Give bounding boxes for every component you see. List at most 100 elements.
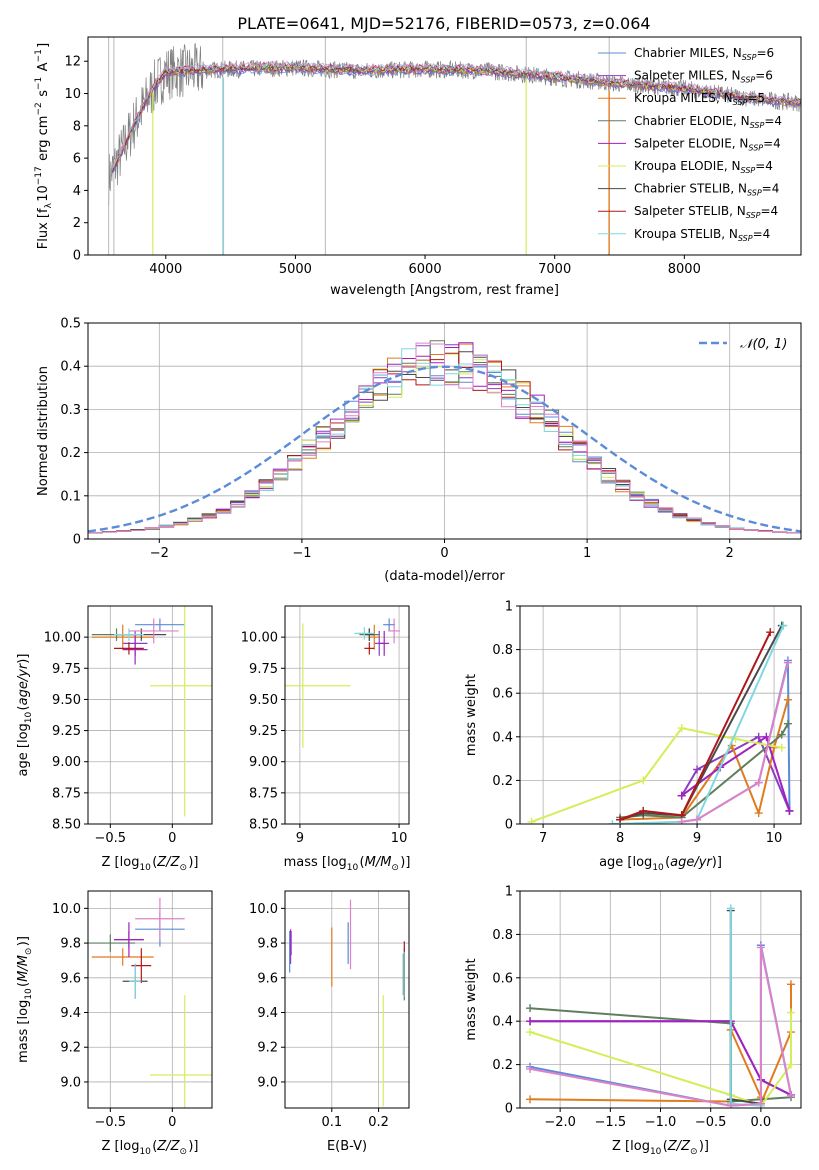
legend-label: Kroupa MILES, NSSP=5 bbox=[634, 91, 765, 107]
y-tick-label: 9.4 bbox=[257, 1006, 278, 1021]
x-tick-label: −1.0 bbox=[645, 1115, 677, 1130]
data-point bbox=[150, 995, 212, 1108]
legend-label: Kroupa STELIB, NSSP=4 bbox=[634, 227, 770, 243]
y-tick-label: 9.00 bbox=[249, 755, 278, 770]
y-tick-label: 8.50 bbox=[52, 818, 81, 833]
x-tick-label: −1 bbox=[292, 546, 311, 561]
y-tick-label: 0 bbox=[73, 533, 81, 548]
y-tick-label: 0 bbox=[505, 818, 513, 833]
x-tick-label: −0.5 bbox=[95, 831, 127, 846]
weight-marker bbox=[777, 730, 786, 739]
y-tick-label: 0.4 bbox=[492, 730, 513, 745]
y-tick-label: 8.75 bbox=[52, 786, 81, 801]
spectrum-panel: 4000 5000 6000 7000 8000 0 2 4 6 8 10 12 Chabrier MI… bbox=[34, 36, 802, 298]
y-tick-label: 9.25 bbox=[249, 724, 278, 739]
weight-marker bbox=[526, 1028, 535, 1037]
weight-marker bbox=[777, 743, 786, 752]
weight-line bbox=[619, 625, 783, 821]
weight-marker bbox=[639, 806, 648, 815]
weight-marker bbox=[526, 1004, 535, 1013]
y-tick-label: 9.4 bbox=[60, 1006, 81, 1021]
x-tick-label: −2 bbox=[150, 546, 169, 561]
y-tick-label: 0 bbox=[505, 1102, 513, 1117]
data-point bbox=[383, 618, 396, 631]
legend-label: Chabrier MILES, NSSP=6 bbox=[634, 46, 774, 62]
x-tick-label: 9 bbox=[693, 831, 701, 846]
weight-marker bbox=[786, 1060, 795, 1069]
data-point bbox=[91, 948, 154, 966]
weight-series bbox=[526, 943, 795, 1108]
y-tick-label: 9.75 bbox=[52, 662, 81, 677]
model-spectrum-line bbox=[111, 62, 801, 171]
legend-label: Salpeter ELODIE, NSSP=4 bbox=[634, 136, 781, 152]
weight-line bbox=[680, 735, 791, 812]
y-tick-label: 0.4 bbox=[60, 360, 81, 375]
data-point bbox=[354, 627, 375, 640]
y-tick-label: 10 bbox=[64, 87, 81, 102]
y-tick-label: 0.4 bbox=[492, 1015, 513, 1030]
data-point bbox=[128, 618, 179, 644]
weight_vs_Z-panel: −2.0 −1.5 −1.0 −0.5 0.0 0 0.2 0.4 0.6 0.8 1 Z [log1… bbox=[464, 885, 802, 1157]
y-tick-label: 9.50 bbox=[52, 693, 81, 708]
weight-series bbox=[527, 724, 786, 824]
y-tick-label: 9.0 bbox=[257, 1075, 278, 1090]
data-point bbox=[369, 624, 380, 650]
x-tick-label: 5000 bbox=[279, 262, 312, 277]
mass_vs_Z-frame bbox=[87, 890, 213, 1109]
x-tick-label: 0 bbox=[168, 831, 176, 846]
data-point bbox=[388, 618, 401, 644]
y-tick-label: 0.2 bbox=[60, 446, 81, 461]
y-tick-label: 9.6 bbox=[60, 971, 81, 986]
age_vs_Z-panel: −0.5 0 8.50 8.75 9.00 9.25 9.50 9.75 10.00 Z [log… bbox=[16, 605, 213, 873]
y-tick-label: 0.6 bbox=[492, 687, 513, 702]
legend-label: Kroupa ELODIE, NSSP=4 bbox=[634, 159, 773, 175]
x-tick-label: −0.5 bbox=[695, 1115, 727, 1130]
data-point bbox=[285, 623, 351, 749]
mass_vs_Z-plot-area bbox=[88, 891, 212, 1108]
age_vs_mass-frame bbox=[284, 605, 410, 825]
x-tick-label: 0.2 bbox=[368, 1115, 389, 1130]
weight_vs_age-plot-area bbox=[520, 606, 801, 824]
mass_vs_Z-y-label: mass [log10 (M/M⊙ )] bbox=[16, 936, 34, 1063]
figure-title: PLATE=0641, MJD=52176, FIBERID=0573, z=0… bbox=[237, 14, 650, 33]
spectrum-legend: Chabrier MILES, NSSP=6 Salpeter MILES, NS… bbox=[598, 46, 782, 243]
y-tick-label: 9.2 bbox=[257, 1041, 278, 1056]
data-point bbox=[128, 963, 142, 999]
y-tick-label: 9.75 bbox=[249, 662, 278, 677]
mass_vs_Z-panel: −0.5 0 9.0 9.2 9.4 9.6 9.8 10.0 Z [log10 (Z/Z⊙ )… bbox=[16, 890, 213, 1157]
mass_vs_EBV-panel: 0.1 0.2 9.0 9.2 9.4 9.6 9.8 10.0 E(B-V) bbox=[249, 890, 410, 1154]
weight-marker bbox=[677, 817, 686, 824]
weight-marker bbox=[608, 820, 617, 824]
x-tick-label: 7 bbox=[539, 831, 547, 846]
legend-label: Chabrier ELODIE, NSSP=4 bbox=[634, 114, 782, 130]
y-tick-label: 9.8 bbox=[60, 937, 81, 952]
data-point bbox=[379, 630, 390, 656]
weight-marker bbox=[526, 1064, 535, 1073]
spectrum-plot-area bbox=[108, 37, 801, 255]
x-tick-label: 8000 bbox=[668, 262, 701, 277]
y-tick-label: 4 bbox=[73, 184, 81, 199]
residual-histogram bbox=[88, 342, 801, 534]
x-tick-label: 1 bbox=[583, 546, 591, 561]
weight_vs_age-y-label: mass weight bbox=[464, 674, 479, 756]
mass_vs_EBV-frame bbox=[284, 890, 410, 1109]
residuals-y-label: Normed distribution bbox=[36, 366, 51, 496]
weight-marker bbox=[693, 765, 702, 774]
data-point bbox=[364, 628, 375, 641]
weight-marker bbox=[677, 791, 686, 800]
spectrum-frame bbox=[87, 36, 802, 256]
weight-marker bbox=[756, 1099, 765, 1108]
weight_vs_age-x-label: age [log10 (age/yr)] bbox=[599, 855, 722, 873]
legend-label: Chabrier STELIB, NSSP=4 bbox=[634, 182, 779, 198]
weight_vs_Z-plot-area bbox=[520, 891, 801, 1108]
x-tick-label: 9 bbox=[296, 831, 304, 846]
y-tick-label: 0.8 bbox=[492, 643, 513, 658]
x-tick-label: 4000 bbox=[149, 262, 182, 277]
y-tick-label: 9.25 bbox=[52, 724, 81, 739]
weight-marker bbox=[785, 806, 794, 815]
data-point bbox=[135, 618, 185, 631]
weight-marker bbox=[786, 980, 795, 989]
weight-marker bbox=[726, 1101, 735, 1108]
weight-series bbox=[616, 628, 775, 824]
